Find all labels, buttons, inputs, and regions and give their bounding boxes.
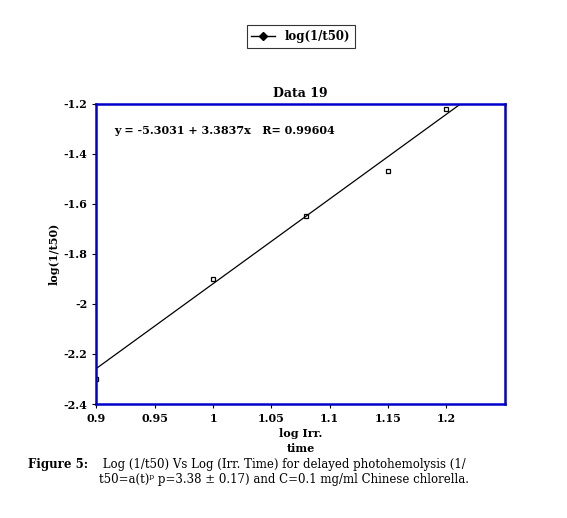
Title: Data 19: Data 19 [273,87,328,99]
Text: Log (1/t50) Vs Log (Irr. Time) for delayed photohemolysis (1/
t50=a(t)ᵖ p=3.38 ±: Log (1/t50) Vs Log (Irr. Time) for delay… [99,458,469,486]
Legend: log(1/t50): log(1/t50) [247,25,354,48]
Text: y = -5.3031 + 3.3837x   R= 0.99604: y = -5.3031 + 3.3837x R= 0.99604 [114,125,335,136]
Text: Figure 5:: Figure 5: [28,458,88,471]
Y-axis label: log(1/t50): log(1/t50) [48,223,60,285]
X-axis label: log Irr.
time: log Irr. time [279,428,322,454]
